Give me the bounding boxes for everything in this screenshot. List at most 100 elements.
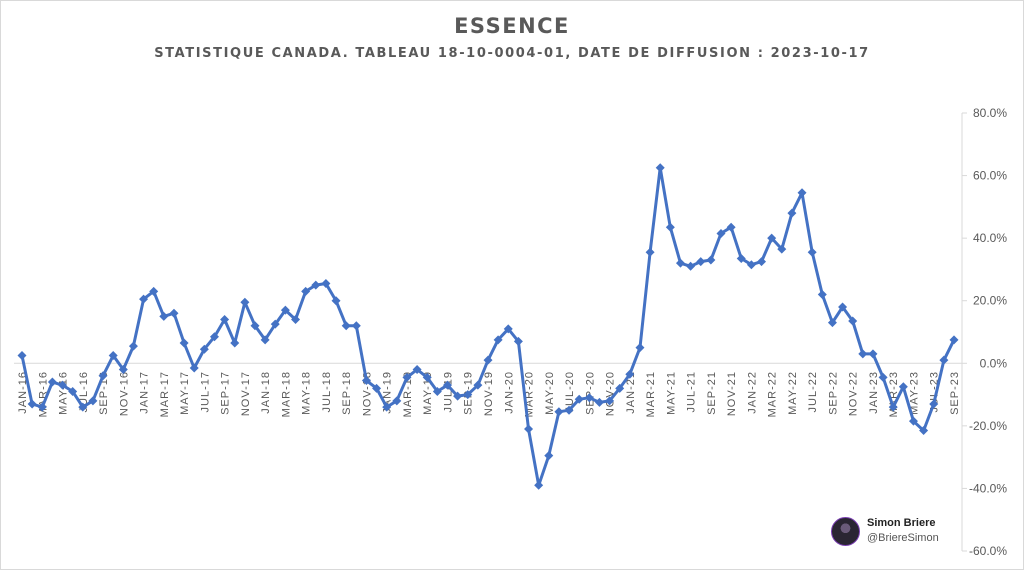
data-point — [118, 365, 128, 375]
x-tick-label: NOV-20 — [605, 371, 617, 416]
data-point — [878, 372, 888, 382]
data-point — [412, 365, 422, 375]
data-point — [513, 336, 523, 346]
data-point — [726, 222, 736, 232]
x-tick-label: SEP-21 — [706, 371, 718, 415]
x-tick-label: MAY-18 — [301, 371, 313, 415]
data-point — [199, 344, 209, 354]
x-tick-label: MAY-23 — [908, 371, 920, 415]
data-point — [392, 396, 402, 406]
data-point — [797, 188, 807, 198]
data-point — [149, 286, 159, 296]
x-tick-label: MAR-18 — [280, 371, 292, 417]
data-point — [736, 253, 746, 263]
data-point — [848, 316, 858, 326]
x-tick-label: JUL-22 — [807, 371, 819, 412]
data-point — [939, 355, 949, 365]
x-tick-label: MAY-17 — [179, 371, 191, 415]
data-point — [777, 244, 787, 254]
data-point — [706, 255, 716, 265]
data-point — [78, 402, 88, 412]
x-tick-label: JAN-21 — [625, 371, 637, 414]
data-point — [341, 321, 351, 331]
data-point — [27, 399, 37, 409]
data-point — [58, 380, 68, 390]
y-tick-label: 40.0% — [973, 231, 1007, 245]
data-point — [827, 318, 837, 328]
data-point — [746, 260, 756, 270]
data-point — [767, 233, 777, 243]
data-point — [189, 363, 199, 373]
x-tick-label: JUL-20 — [564, 371, 576, 412]
data-point — [250, 321, 260, 331]
data-point — [68, 386, 78, 396]
x-tick-label: SEP-22 — [827, 371, 839, 415]
x-tick-label: NOV-17 — [240, 371, 252, 416]
x-tick-label: JAN-20 — [503, 371, 515, 414]
data-point — [270, 319, 280, 329]
data-point — [463, 390, 473, 400]
data-point — [47, 377, 57, 387]
data-point — [453, 391, 463, 401]
data-point — [908, 416, 918, 426]
data-point — [503, 324, 513, 334]
data-point — [838, 302, 848, 312]
data-point — [858, 349, 868, 359]
y-tick-label: -20.0% — [969, 419, 1007, 433]
y-tick-label: 60.0% — [973, 169, 1007, 183]
data-point — [311, 280, 321, 290]
data-point — [898, 382, 908, 392]
author-attribution: Simon Briere @BriereSimon — [831, 515, 939, 547]
data-point — [280, 305, 290, 315]
x-tick-label: SEP-23 — [949, 371, 961, 415]
x-tick-label: JAN-18 — [260, 371, 272, 414]
data-point — [483, 355, 493, 365]
author-name: Simon Briere — [867, 517, 936, 529]
x-tick-label: MAY-21 — [665, 371, 677, 415]
x-tick-label: NOV-16 — [118, 371, 130, 416]
data-point — [240, 297, 250, 307]
data-point — [382, 402, 392, 412]
y-tick-label: 80.0% — [973, 106, 1007, 120]
data-point — [230, 338, 240, 348]
x-tick-label: SEP-18 — [341, 371, 353, 415]
x-tick-label: JUL-17 — [199, 371, 211, 412]
data-point — [98, 371, 108, 381]
x-tick-label: MAY-20 — [544, 371, 556, 415]
data-point — [209, 332, 219, 342]
data-point — [128, 341, 138, 351]
data-point — [594, 397, 604, 407]
data-point — [159, 311, 169, 321]
y-tick-label: -60.0% — [969, 544, 1007, 558]
data-point — [574, 394, 584, 404]
data-point — [301, 286, 311, 296]
data-point — [493, 335, 503, 345]
x-tick-label: JAN-23 — [868, 371, 880, 414]
data-point — [260, 335, 270, 345]
data-point — [17, 350, 27, 360]
data-point — [888, 402, 898, 412]
data-point — [534, 480, 544, 490]
data-point — [442, 380, 452, 390]
chart-subtitle: STATISTIQUE CANADA. TABLEAU 18-10-0004-0… — [154, 46, 870, 61]
x-tick-label: JUL-21 — [686, 371, 698, 412]
x-tick-label: NOV-21 — [726, 371, 738, 416]
x-tick-label: MAY-22 — [787, 371, 799, 415]
data-point — [554, 407, 564, 417]
x-tick-label: NOV-22 — [848, 371, 860, 416]
data-point — [321, 279, 331, 289]
data-point — [108, 350, 118, 360]
data-point — [564, 405, 574, 415]
data-point — [675, 258, 685, 268]
data-point — [372, 383, 382, 393]
data-point — [807, 247, 817, 257]
x-tick-label: JUL-18 — [321, 371, 333, 412]
data-point — [919, 426, 929, 436]
x-tick-label: NOV-19 — [483, 371, 495, 416]
y-tick-label: 20.0% — [973, 294, 1007, 308]
data-point — [584, 393, 594, 403]
data-point — [696, 257, 706, 267]
x-tick-label: MAR-21 — [645, 371, 657, 417]
x-tick-label: JUL-19 — [442, 371, 454, 412]
